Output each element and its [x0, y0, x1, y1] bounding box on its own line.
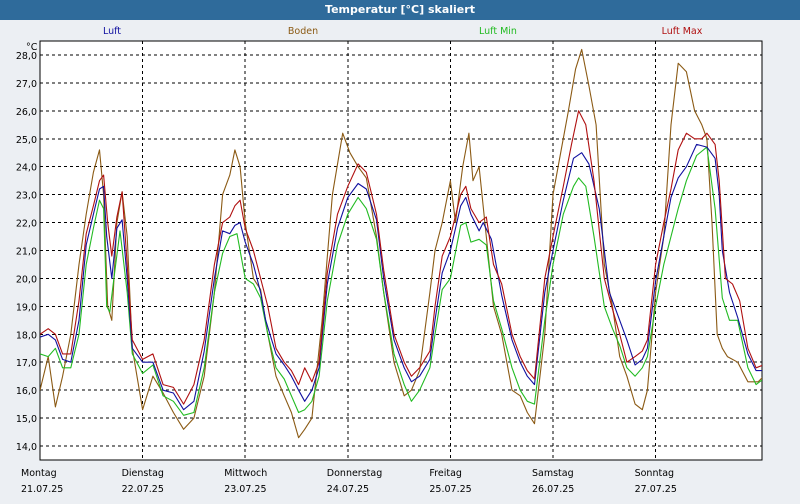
x-weekday-label: Samstag	[532, 468, 574, 479]
y-unit-label: °C	[26, 42, 38, 53]
y-tick-label: 17,0	[16, 358, 37, 369]
y-axis: 14,0 15,0 16,0 17,0 18,0 19,0 20,0 21,0 22,0 23,0…	[16, 42, 38, 453]
legend: Luft Boden Luft Min Luft Max	[103, 26, 703, 37]
x-date-label: 22.07.25	[122, 484, 164, 495]
y-tick-label: 15,0	[16, 414, 37, 425]
series-line-luft-min	[40, 146, 762, 416]
temperature-chart: Luft Boden Luft Min Luft Max 14,0 15,0 16,0 17…	[16, 26, 763, 495]
y-tick-label: 27,0	[16, 79, 37, 90]
x-date-label: 27.07.25	[635, 484, 677, 495]
y-tick-label: 18,0	[16, 330, 37, 341]
legend-entry: Boden	[288, 26, 318, 37]
y-tick-label: 14,0	[16, 442, 37, 453]
x-weekday-label: Sonntag	[635, 468, 674, 479]
legend-entry: Luft Min	[479, 26, 517, 37]
y-tick-label: 16,0	[16, 386, 37, 397]
y-tick-label: 26,0	[16, 107, 37, 118]
y-tick-label: 22,0	[16, 219, 37, 230]
y-tick-label: 21,0	[16, 247, 37, 258]
x-date-label: 23.07.25	[224, 484, 266, 495]
y-tick-label: 24,0	[16, 163, 37, 174]
chart-area: Luft Boden Luft Min Luft Max 14,0 15,0 16,0 17…	[0, 20, 800, 500]
x-date-label: 24.07.25	[327, 484, 369, 495]
y-tick-label: 19,0	[16, 302, 37, 313]
x-weekday-label: Montag	[21, 468, 57, 479]
y-tick-label: 23,0	[16, 191, 37, 202]
x-weekday-label: Donnerstag	[327, 468, 382, 479]
x-date-label: 26.07.25	[532, 484, 574, 495]
grid	[40, 41, 762, 460]
series-line-boden	[40, 48, 762, 439]
x-weekday-label: Dienstag	[122, 468, 164, 479]
y-tick-label: 20,0	[16, 274, 37, 285]
y-tick-label: 25,0	[16, 135, 37, 146]
chart-title: Temperatur [°C] skaliert	[0, 0, 800, 20]
series-lines	[40, 48, 762, 439]
series-line-luft	[40, 143, 762, 411]
series-line-luft-max	[40, 110, 762, 405]
x-date-label: 21.07.25	[21, 484, 63, 495]
x-weekday-label: Mittwoch	[224, 468, 267, 479]
x-date-label: 25.07.25	[429, 484, 471, 495]
legend-entry: Luft Max	[662, 26, 703, 37]
y-tick-label: 28,0	[16, 51, 37, 62]
legend-entry: Luft	[103, 26, 121, 37]
x-axis: Montag 21.07.25 Dienstag 22.07.25 Mittwoch 23…	[21, 468, 677, 495]
x-weekday-label: Freitag	[429, 468, 462, 479]
